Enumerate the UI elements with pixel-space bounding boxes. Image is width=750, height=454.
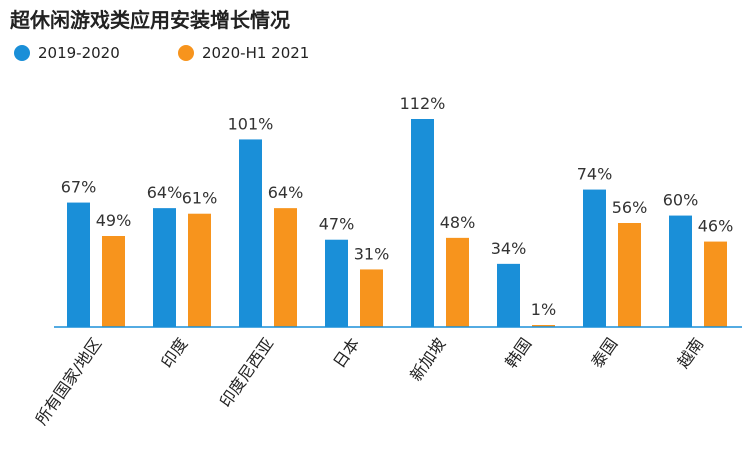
value-label-2-1: 61% [182,189,218,208]
value-label-1-6: 74% [577,165,613,184]
value-label-1-5: 34% [491,239,527,258]
bar-1-6 [583,189,606,327]
legend-swatch-series-1 [14,45,30,61]
value-label-1-1: 64% [147,183,183,202]
value-label-1-7: 60% [663,191,699,210]
bar-2-5 [532,325,555,327]
value-label-2-2: 64% [268,183,304,202]
bar-1-0 [67,202,90,327]
category-label-5: 韩国 [501,334,535,371]
value-label-1-4: 112% [400,94,446,113]
legend-item-series-2: 2020-H1 2021 [178,44,309,62]
chart-title: 超休闲游戏类应用安装增长情况 [10,8,290,32]
value-label-2-7: 46% [698,217,734,236]
legend-label-series-1: 2019-2020 [38,44,120,62]
bar-1-4 [411,119,434,327]
bar-1-7 [669,215,692,327]
category-label-7: 越南 [673,334,707,371]
bar-2-3 [360,269,383,327]
category-label-3: 日本 [329,334,363,371]
bar-2-0 [102,236,125,327]
bar-2-7 [704,241,727,327]
category-label-6: 泰国 [587,334,621,371]
category-label-4: 新加坡 [406,334,449,384]
bar-2-2 [274,208,297,327]
bar-1-5 [497,263,520,327]
value-label-2-4: 48% [440,213,476,232]
bar-1-3 [325,239,348,327]
value-label-1-2: 101% [228,114,274,133]
category-label-1: 印度 [157,334,191,371]
legend-item-series-1: 2019-2020 [14,44,120,62]
value-label-2-5: 1% [531,300,556,319]
bar-1-2 [239,139,262,327]
bar-2-1 [188,213,211,327]
bar-1-1 [153,208,176,327]
category-label-0: 所有国家/地区 [32,334,106,428]
value-label-2-0: 49% [96,211,132,230]
bar-2-6 [618,223,641,327]
category-label-2: 印度尼西亚 [216,334,277,410]
value-label-1-0: 67% [61,178,97,197]
legend-swatch-series-2 [178,45,194,61]
value-label-2-3: 31% [354,244,390,263]
value-label-1-3: 47% [319,215,355,234]
bar-2-4 [446,237,469,327]
value-label-2-6: 56% [612,198,648,217]
legend-label-series-2: 2020-H1 2021 [202,44,310,62]
